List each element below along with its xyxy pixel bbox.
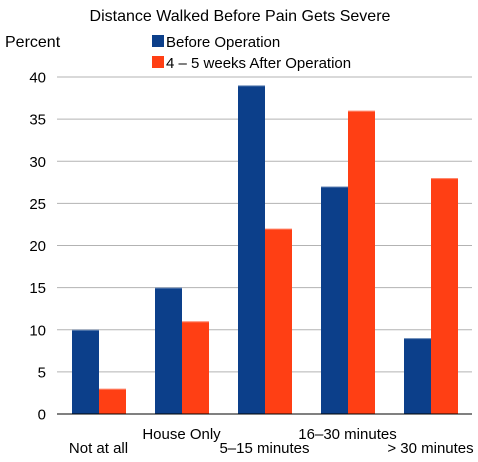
y-tick-label: 5 <box>38 364 46 381</box>
x-tick-label: House Only <box>142 426 221 443</box>
y-tick-label: 10 <box>29 322 46 339</box>
bar-before-2 <box>238 85 265 415</box>
y-tick-label: 35 <box>29 112 46 129</box>
bar-after-1 <box>182 321 209 414</box>
x-tick-label: 5–15 minutes <box>219 440 309 457</box>
chart-title: Distance Walked Before Pain Gets Severe <box>90 8 391 25</box>
legend: Before Operation 4 – 5 weeks After Operat… <box>146 31 362 75</box>
bar-after-4 <box>431 178 458 414</box>
y-tick-labels: 0 5 10 15 20 25 30 35 40 <box>29 70 46 424</box>
legend-swatch <box>152 35 164 47</box>
y-axis-label: Percent <box>5 34 61 51</box>
legend-background <box>146 31 362 75</box>
bar-before-3 <box>321 186 348 414</box>
bar-after-0 <box>99 388 126 414</box>
bar-after-3 <box>348 110 375 414</box>
bar-before-0 <box>72 329 99 414</box>
y-tick-label: 15 <box>29 280 46 297</box>
y-tick-label: 20 <box>29 238 46 255</box>
x-tick-label: > 30 minutes <box>387 440 473 457</box>
y-tick-label: 40 <box>29 70 46 87</box>
bar-before-4 <box>404 338 431 414</box>
x-tick-label: Not at all <box>69 440 128 457</box>
legend-label: Before Operation <box>166 34 280 51</box>
bar-after-2 <box>265 228 292 414</box>
y-tick-label: 0 <box>38 407 46 424</box>
y-tick-label: 25 <box>29 196 46 213</box>
legend-swatch <box>152 56 164 68</box>
x-tick-label: 16–30 minutes <box>298 426 396 443</box>
bars <box>72 85 458 415</box>
bar-before-1 <box>155 287 182 414</box>
legend-label: 4 – 5 weeks After Operation <box>166 55 351 72</box>
y-tick-label: 30 <box>29 154 46 171</box>
